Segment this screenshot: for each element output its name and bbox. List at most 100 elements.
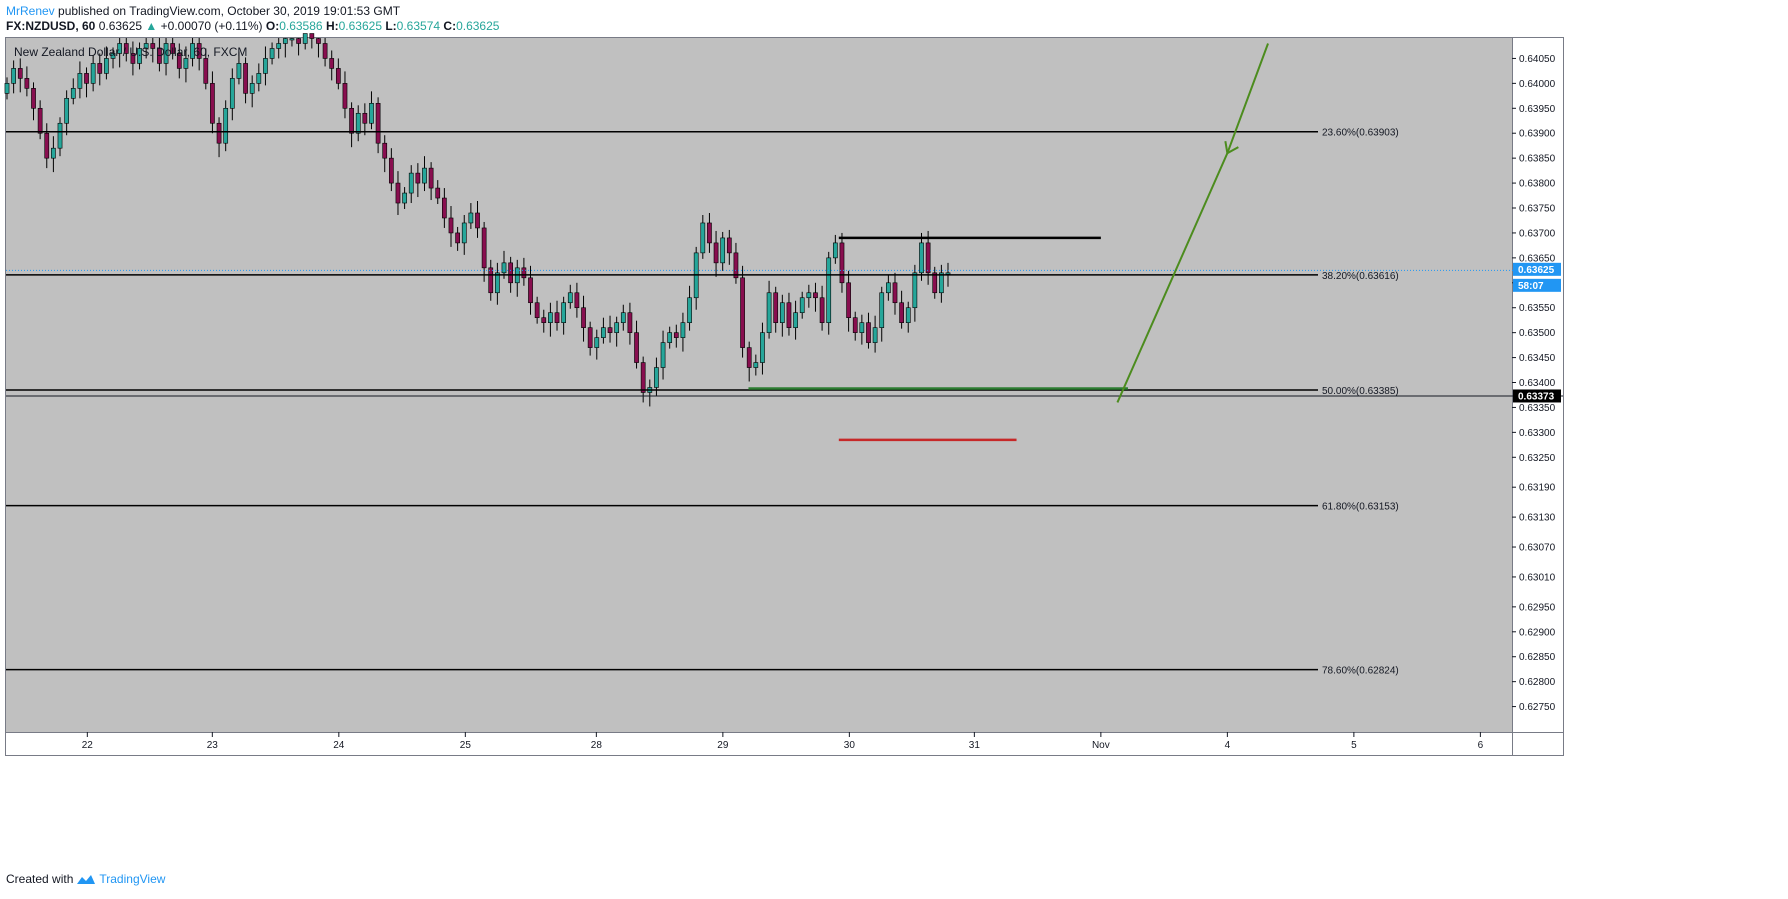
projection-arrowhead xyxy=(1224,141,1239,155)
candle-body xyxy=(130,53,136,64)
candle-body xyxy=(256,73,262,84)
candle-body xyxy=(700,222,706,254)
candle-body xyxy=(521,267,527,279)
crosshair-price-tag: 0.63373 xyxy=(1518,391,1555,402)
y-tick-label: 0.62950 xyxy=(1519,602,1556,613)
candle-body xyxy=(183,58,189,69)
countdown-tag: 58:07 xyxy=(1518,281,1544,292)
candle-body xyxy=(627,312,633,333)
candle-body xyxy=(872,327,878,343)
candle-body xyxy=(601,327,606,338)
candle-body xyxy=(137,48,142,64)
y-tick-label: 0.63190 xyxy=(1519,483,1556,494)
open-label: O: xyxy=(265,19,280,33)
x-tick-label: 6 xyxy=(1478,740,1484,751)
candle-body xyxy=(216,122,222,144)
y-tick-label: 0.64050 xyxy=(1519,54,1556,65)
candle-body xyxy=(70,88,76,99)
candle-body xyxy=(554,312,560,323)
candle-body xyxy=(912,272,918,309)
candle-body xyxy=(620,312,626,323)
candle-body xyxy=(37,107,43,134)
candle-body xyxy=(17,68,23,79)
y-tick-label: 0.63900 xyxy=(1519,129,1556,140)
y-tick-label: 0.63800 xyxy=(1519,179,1556,190)
candle-body xyxy=(660,342,666,368)
low-label: L: xyxy=(385,19,397,33)
author-link[interactable]: MrRenev xyxy=(6,4,55,18)
candle-body xyxy=(123,43,129,54)
last-price: 0.63625 xyxy=(98,19,143,33)
candle-body xyxy=(581,307,586,328)
y-tick-label: 0.64000 xyxy=(1519,79,1556,90)
candle-body xyxy=(640,362,646,393)
candle-body xyxy=(4,83,10,94)
candle-body xyxy=(654,367,659,388)
candle-body xyxy=(104,58,109,74)
candle-body xyxy=(673,332,679,338)
x-tick-label: 24 xyxy=(333,740,345,751)
candle-body xyxy=(740,277,745,348)
close-label: C: xyxy=(443,19,457,33)
y-tick-label: 0.63300 xyxy=(1519,428,1556,439)
y-tick-label: 0.63950 xyxy=(1519,104,1556,115)
candle-body xyxy=(475,212,480,229)
candle-body xyxy=(594,337,600,348)
candle-body xyxy=(203,58,209,84)
candle-body xyxy=(779,302,785,323)
candle-body xyxy=(501,262,507,274)
candle-body xyxy=(707,222,712,244)
candle-body xyxy=(249,83,255,94)
candle-body xyxy=(528,277,533,304)
candle-body xyxy=(925,242,931,274)
candle-body xyxy=(170,43,176,54)
candle-body xyxy=(680,322,686,338)
time-axis[interactable]: 22 23 24 25 28 29 30 31 Nov 4 5 6 xyxy=(82,732,1484,751)
candle-body xyxy=(97,63,103,74)
candle-body xyxy=(143,43,149,49)
price-axis[interactable]: 0.64050 0.64000 0.63950 0.63900 0.63850 0.638… xyxy=(1512,54,1561,713)
candle-body xyxy=(879,292,885,328)
candle-body xyxy=(806,292,812,299)
candle-body xyxy=(607,327,613,333)
candle-body xyxy=(793,312,798,328)
candle-body xyxy=(746,347,752,368)
candle-body xyxy=(574,292,580,309)
y-tick-label: 0.62900 xyxy=(1519,627,1556,638)
y-tick-label: 0.62750 xyxy=(1519,702,1556,713)
candle-body xyxy=(614,322,620,333)
candle-body xyxy=(753,362,759,368)
y-tick-label: 0.63650 xyxy=(1519,253,1556,264)
candle-body xyxy=(468,212,474,224)
y-tick-label: 0.63850 xyxy=(1519,154,1556,165)
x-tick-label: Nov xyxy=(1092,740,1110,751)
candle-body xyxy=(634,332,639,363)
candle-body xyxy=(223,107,229,144)
candle-body xyxy=(773,292,779,323)
change-arrow: ▲ xyxy=(145,19,158,33)
tradingview-logo-icon xyxy=(77,875,96,884)
candle-body xyxy=(899,302,904,323)
created-with-text: Created with xyxy=(6,872,74,886)
candle-body xyxy=(24,78,30,89)
candle-body xyxy=(163,43,169,64)
open-value: 0.63586 xyxy=(279,19,323,33)
candle-body xyxy=(117,43,123,54)
candle-body xyxy=(302,33,308,44)
x-tick-label: 28 xyxy=(591,740,603,751)
candle-body xyxy=(720,237,726,264)
candle-body xyxy=(176,53,182,69)
close-value: 0.63625 xyxy=(456,19,500,33)
y-tick-label: 0.63450 xyxy=(1519,353,1556,364)
y-tick-label: 0.63130 xyxy=(1519,513,1556,524)
candle-body xyxy=(402,192,407,204)
candle-body xyxy=(713,242,719,264)
candle-body xyxy=(296,38,301,44)
candle-body xyxy=(349,107,354,134)
candle-body xyxy=(369,103,374,124)
tradingview-brand[interactable]: TradingView xyxy=(99,872,166,886)
high-value: 0.63625 xyxy=(338,19,382,33)
candle-body xyxy=(335,68,341,84)
candle-body xyxy=(826,257,832,323)
